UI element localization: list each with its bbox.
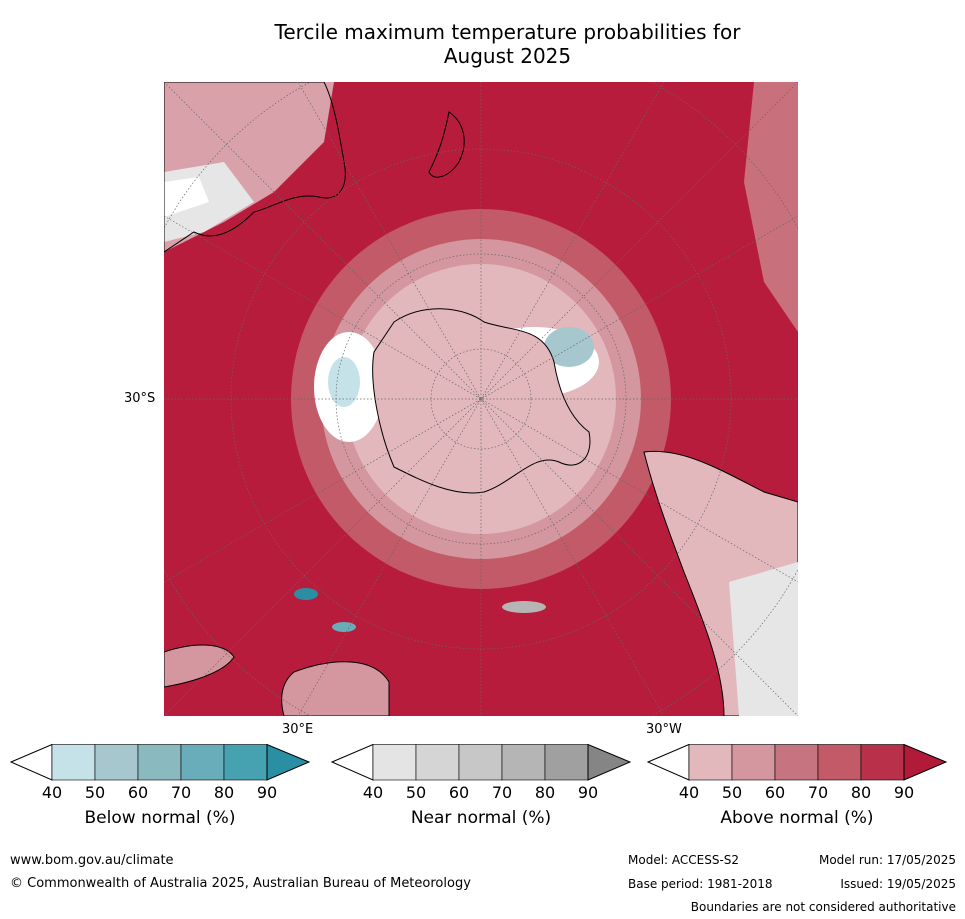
colorbar-under-triangle xyxy=(331,744,374,781)
colorbar-tick-label: 90 xyxy=(893,783,915,802)
africa-outline xyxy=(164,644,235,688)
colorbar-tick-label: 50 xyxy=(84,783,106,802)
chart-title: Tercile maximum temperature probabilitie… xyxy=(160,20,855,68)
colorbar-segment xyxy=(817,744,862,781)
colorbar-segment xyxy=(501,744,546,781)
lon-label-30e: 30°E xyxy=(282,722,314,737)
colorbar-tick-label: 50 xyxy=(721,783,743,802)
colorbar-tick-label: 80 xyxy=(850,783,872,802)
footer-model-run: Model run: 17/05/2025 xyxy=(818,853,956,867)
colorbar-above xyxy=(647,744,947,781)
colorbar-segment xyxy=(544,744,589,781)
colorbar-segment xyxy=(180,744,225,781)
colorbar-segment xyxy=(415,744,460,781)
colorbar-tick-label: 70 xyxy=(807,783,829,802)
colorbar-tick-label: 80 xyxy=(213,783,235,802)
colorbar-tick-label: 60 xyxy=(764,783,786,802)
footer-url[interactable]: www.bom.gov.au/climate xyxy=(10,853,174,868)
footer-copyright: © Commonwealth of Australia 2025, Austra… xyxy=(10,876,471,891)
footer-model: Model: ACCESS-S2 xyxy=(628,853,740,867)
new-zealand-outline xyxy=(428,111,465,178)
colorbar-segment xyxy=(94,744,139,781)
footer-base-period: Base period: 1981-2018 xyxy=(628,877,773,891)
colorbar-segment xyxy=(860,744,905,781)
colorbar-over-triangle xyxy=(587,744,631,781)
colorbar-segment xyxy=(688,744,733,781)
graticule xyxy=(164,82,798,716)
footer-disclaimer: Boundaries are not considered authoritat… xyxy=(690,900,956,914)
colorbar-segment xyxy=(458,744,503,781)
lat-label-30s: 30°S xyxy=(124,391,156,406)
colorbar-title-near: Near normal (%) xyxy=(410,808,552,828)
colorbar-title-below: Below normal (%) xyxy=(84,808,236,828)
lon-label-30w: 30°W xyxy=(646,722,682,737)
title-line-1: Tercile maximum temperature probabilitie… xyxy=(274,20,741,44)
probability-map xyxy=(164,82,798,716)
colorbar-tick-label: 40 xyxy=(362,783,384,802)
colorbar-under-triangle xyxy=(10,744,53,781)
colorbar-tick-label: 80 xyxy=(534,783,556,802)
colorbar-over-triangle xyxy=(903,744,947,781)
colorbar-tick-label: 70 xyxy=(170,783,192,802)
colorbar-below xyxy=(10,744,310,781)
colorbar-under-triangle xyxy=(647,744,690,781)
colorbar-segment xyxy=(51,744,96,781)
colorbar-title-above: Above normal (%) xyxy=(720,808,874,828)
colorbar-tick-label: 90 xyxy=(256,783,278,802)
australia-outline xyxy=(164,82,346,253)
colorbar-tick-label: 40 xyxy=(678,783,700,802)
colorbar-segment xyxy=(137,744,182,781)
colorbar-segment xyxy=(372,744,417,781)
colorbar-tick-label: 50 xyxy=(405,783,427,802)
colorbar-tick-label: 90 xyxy=(577,783,599,802)
colorbar-segment xyxy=(774,744,819,781)
colorbar-tick-label: 70 xyxy=(491,783,513,802)
colorbar-segment xyxy=(731,744,776,781)
colorbar-tick-label: 60 xyxy=(127,783,149,802)
colorbar-tick-label: 60 xyxy=(448,783,470,802)
footer-issued: Issued: 19/05/2025 xyxy=(840,877,956,891)
colorbar-near xyxy=(331,744,631,781)
colorbar-segment xyxy=(223,744,268,781)
colorbar-tick-label: 40 xyxy=(41,783,63,802)
title-line-2: August 2025 xyxy=(443,44,572,68)
colorbar-over-triangle xyxy=(266,744,310,781)
